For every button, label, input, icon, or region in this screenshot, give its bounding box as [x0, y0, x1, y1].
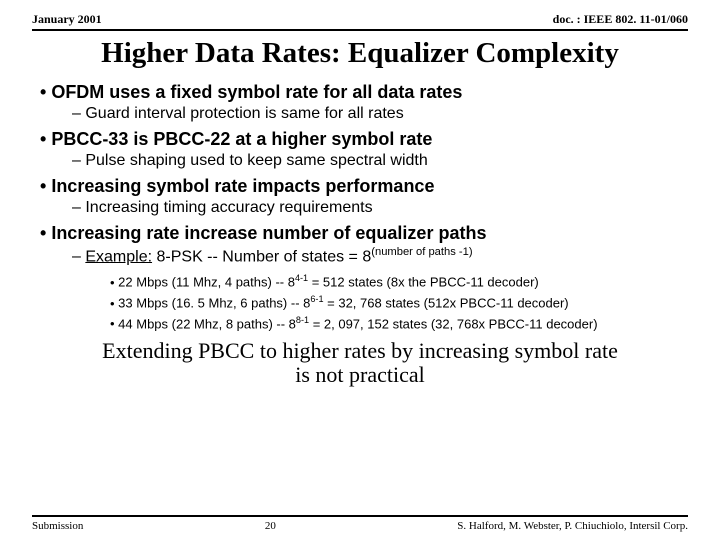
- conclusion-line-1: Extending PBCC to higher rates by increa…: [102, 338, 618, 363]
- bullet-2: PBCC-33 is PBCC-22 at a higher symbol ra…: [40, 129, 688, 150]
- bullet-2-sub-1: Pulse shaping used to keep same spectral…: [72, 152, 688, 170]
- example-label: Example:: [85, 248, 152, 265]
- bullet-3-sub-1: Increasing timing accuracy requirements: [72, 199, 688, 217]
- header-doc: doc. : IEEE 802. 11-01/060: [553, 12, 688, 27]
- header-rule: [32, 29, 688, 31]
- slide-title: Higher Data Rates: Equalizer Complexity: [32, 37, 688, 70]
- example-text: 8-PSK -- Number of states = 8: [152, 248, 371, 265]
- bullet-3: Increasing symbol rate impacts performan…: [40, 176, 688, 197]
- footer: Submission 20 S. Halford, M. Webster, P.…: [32, 515, 688, 532]
- example-3: 44 Mbps (22 Mhz, 8 paths) -- 88-1 = 2, 0…: [110, 314, 688, 333]
- header: January 2001 doc. : IEEE 802. 11-01/060: [32, 12, 688, 27]
- footer-left: Submission: [32, 520, 83, 532]
- bullet-4: Increasing rate increase number of equal…: [40, 223, 688, 244]
- footer-authors: S. Halford, M. Webster, P. Chiuchiolo, I…: [457, 520, 688, 532]
- bullet-4-sub-1: Example: 8-PSK -- Number of states = 8(n…: [72, 246, 688, 266]
- example-sup: (number of paths -1): [371, 246, 472, 258]
- header-date: January 2001: [32, 12, 102, 27]
- example-1: 22 Mbps (11 Mhz, 4 paths) -- 84-1 = 512 …: [110, 272, 688, 291]
- footer-page: 20: [265, 520, 276, 532]
- content: OFDM uses a fixed symbol rate for all da…: [32, 82, 688, 333]
- footer-row: Submission 20 S. Halford, M. Webster, P.…: [32, 520, 688, 532]
- conclusion-line-2: is not practical: [295, 362, 425, 387]
- bullet-1: OFDM uses a fixed symbol rate for all da…: [40, 82, 688, 103]
- example-2: 33 Mbps (16. 5 Mhz, 6 paths) -- 86-1 = 3…: [110, 293, 688, 312]
- slide: January 2001 doc. : IEEE 802. 11-01/060 …: [0, 0, 720, 540]
- footer-rule: [32, 515, 688, 517]
- conclusion: Extending PBCC to higher rates by increa…: [32, 339, 688, 387]
- bullet-1-sub-1: Guard interval protection is same for al…: [72, 105, 688, 123]
